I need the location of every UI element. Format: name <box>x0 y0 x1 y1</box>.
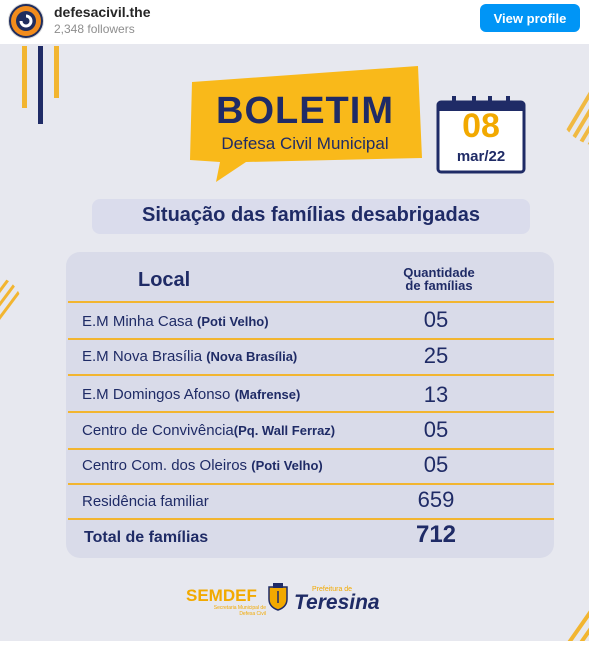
row-area: (Mafrense) <box>234 387 301 402</box>
table-row-name: Residência familiar <box>82 493 209 510</box>
row-divider <box>68 483 554 485</box>
profile-followers: 2,348 followers <box>54 22 135 36</box>
row-divider <box>68 448 554 450</box>
total-label: Total de famílias <box>84 529 209 546</box>
background-decoration-icon <box>0 46 589 641</box>
table-row-value: 13 <box>423 382 449 407</box>
row-area: (Poti Velho) <box>251 458 323 473</box>
table-row-value: 05 <box>423 417 449 442</box>
heading-pill <box>92 199 530 234</box>
row-location: E.M Nova Brasília <box>82 348 203 365</box>
table-row-value: 25 <box>423 343 449 368</box>
row-location: Centro de Convivência <box>82 422 234 439</box>
teresina-logo: Teresina <box>294 591 380 614</box>
defesa-civil-logo-icon <box>11 6 41 36</box>
row-location: Centro Com. dos Oleiros <box>82 457 248 474</box>
table-row-name: E.M Minha Casa (Poti Velho) <box>82 313 269 330</box>
post-heading: Situação das famílias desabrigadas <box>142 204 480 226</box>
table-row-name: Centro Com. dos Oleiros (Poti Velho) <box>82 457 323 474</box>
row-divider <box>68 518 554 520</box>
table-row-name: E.M Nova Brasília (Nova Brasília) <box>82 348 297 365</box>
banner-title: BOLETIM <box>216 90 394 132</box>
row-area: (Pq. Wall Ferraz) <box>233 423 336 438</box>
post-bottom-strip <box>0 641 589 653</box>
post-header: defesacivil.the 2,348 followers View pro… <box>0 0 589 44</box>
column-header-quantity-line2: de famílias <box>405 278 473 293</box>
column-header-quantity-line1: Quantidade <box>403 265 475 280</box>
calendar-month: mar/22 <box>456 148 506 165</box>
profile-avatar[interactable] <box>8 3 44 39</box>
table-row-name: E.M Domingos Afonso (Mafrense) <box>82 386 300 403</box>
families-table <box>66 252 554 558</box>
view-profile-button[interactable]: View profile <box>480 4 580 32</box>
row-divider <box>68 338 554 340</box>
semdef-subtitle: Secretaria Municipal de Defesa Civil <box>213 605 266 617</box>
row-divider <box>68 301 554 303</box>
calendar-icon <box>436 96 526 174</box>
profile-username[interactable]: defesacivil.the <box>54 4 151 20</box>
banner-shape-icon <box>190 66 422 182</box>
calendar-day: 08 <box>462 107 500 145</box>
column-header-local: Local <box>138 269 191 291</box>
table-row-value: 05 <box>423 452 449 477</box>
total-value: 712 <box>415 521 457 548</box>
table-row-name: Centro de Convivência(Pq. Wall Ferraz) <box>82 422 335 439</box>
row-divider <box>68 374 554 376</box>
column-header-quantity: Quantidade de famílias <box>378 266 500 292</box>
row-location: Residência familiar <box>82 493 209 510</box>
semdef-logo: SEMDEF <box>186 586 257 605</box>
row-location: E.M Minha Casa <box>82 313 193 330</box>
row-location: E.M Domingos Afonso <box>82 386 231 403</box>
table-row-value: 05 <box>423 307 449 332</box>
row-area: (Nova Brasília) <box>206 349 298 364</box>
prefeitura-subtitle: Prefeitura de <box>312 586 353 593</box>
teresina-crest-icon <box>268 583 288 611</box>
row-area: (Poti Velho) <box>197 314 269 329</box>
banner-subtitle: Defesa Civil Municipal <box>221 134 389 153</box>
table-row-value: 659 <box>417 487 455 512</box>
row-divider <box>68 411 554 413</box>
